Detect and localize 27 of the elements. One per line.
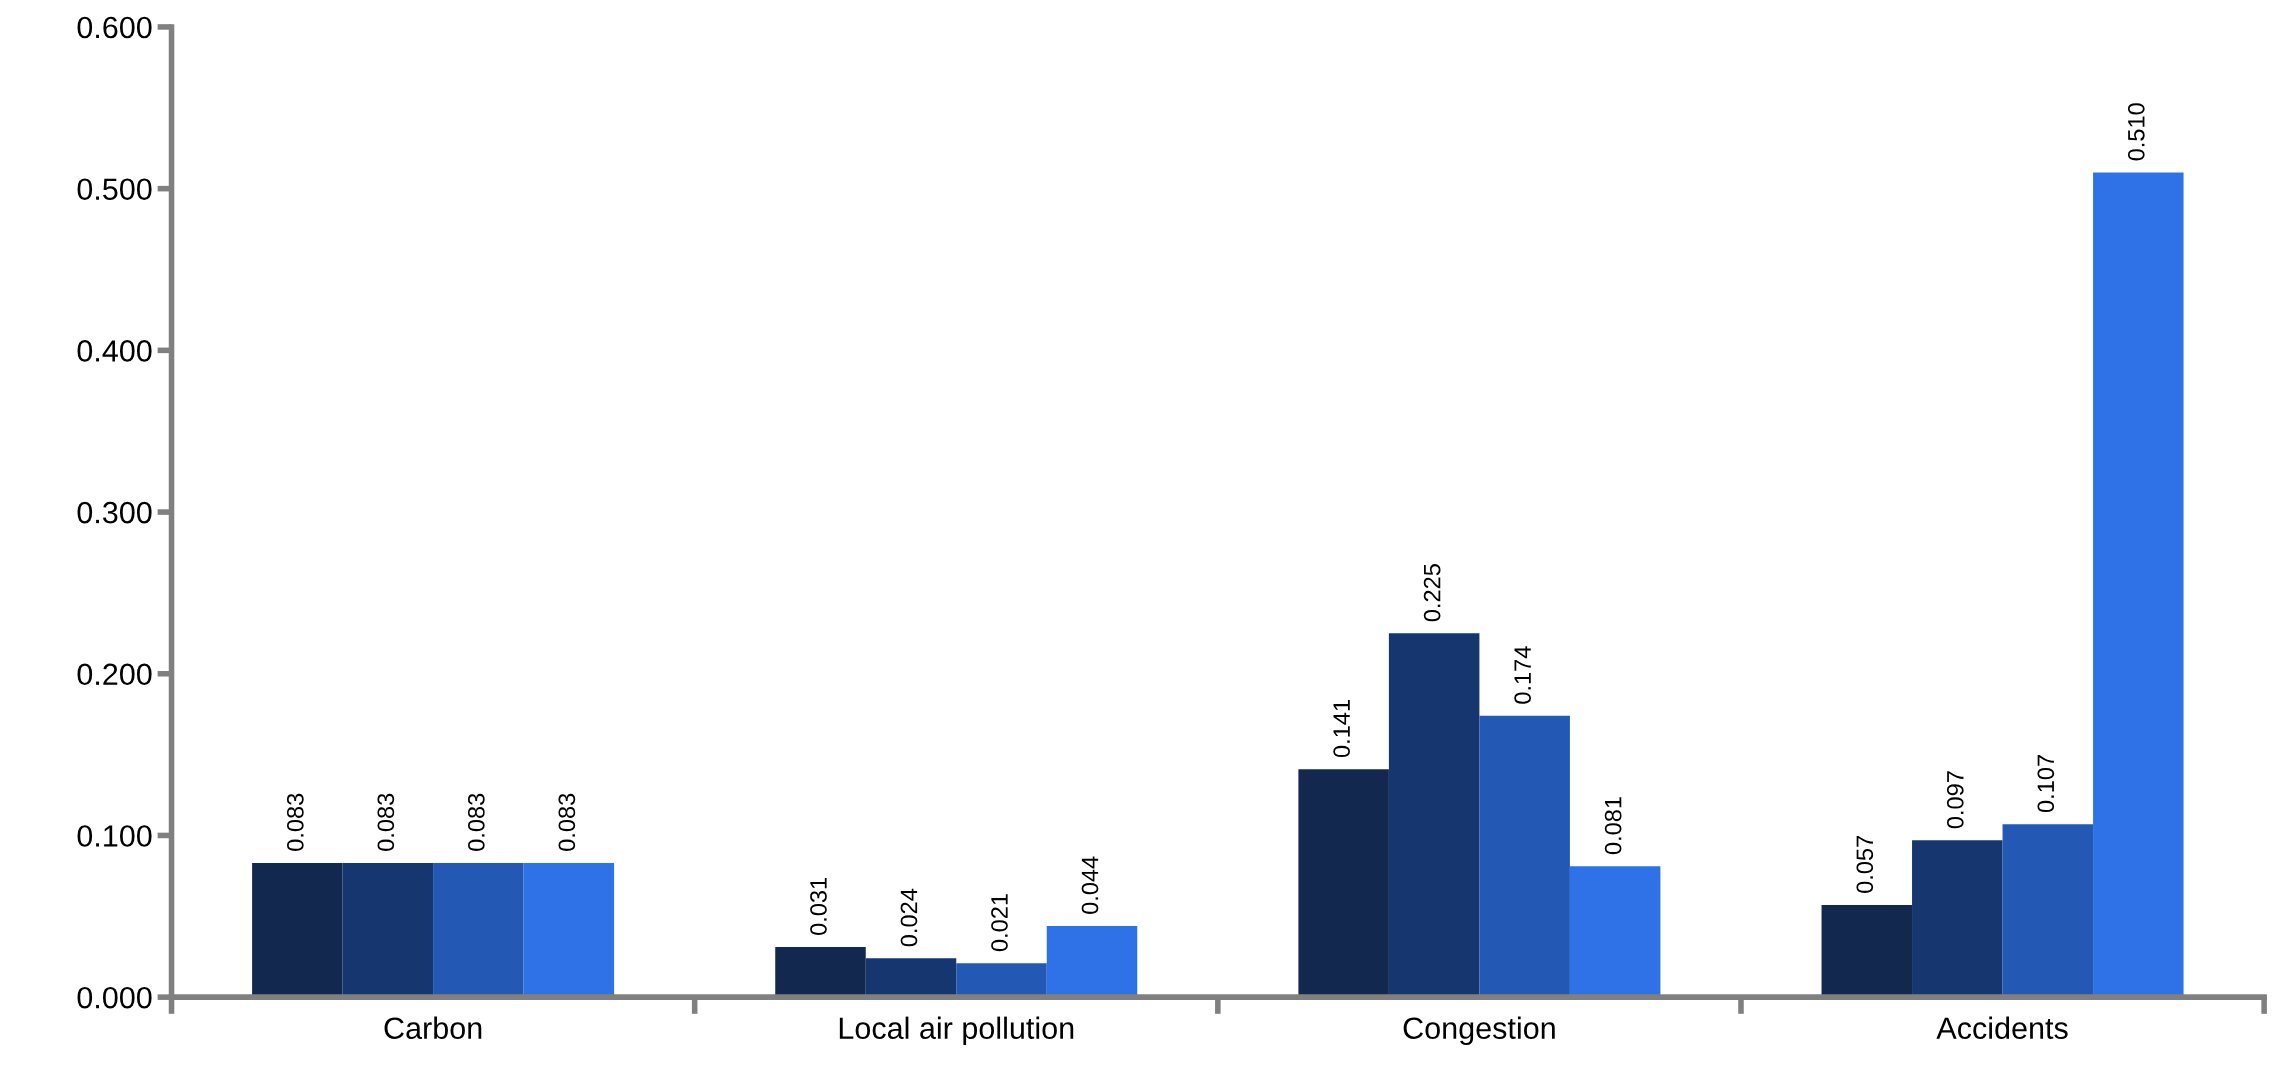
y-tick-label: 0.000 xyxy=(77,986,152,1009)
data-label: 0.083 xyxy=(467,793,485,851)
data-label: 0.097 xyxy=(1946,771,1964,829)
data-label: 0.024 xyxy=(900,888,918,947)
y-tick-label: 0.100 xyxy=(77,825,152,847)
data-label: 0.510 xyxy=(2127,103,2145,161)
data-label: 0.044 xyxy=(1081,856,1099,914)
x-tick-label: Accidents xyxy=(1936,1016,2068,1040)
data-label: 0.057 xyxy=(1856,835,1874,893)
y-tick-label: 0.200 xyxy=(77,663,152,686)
data-label: 0.141 xyxy=(1333,700,1350,758)
data-label: 0.174 xyxy=(1514,646,1531,704)
x-tick-label: Local air pollution xyxy=(839,1016,1074,1046)
data-label: 0.083 xyxy=(377,793,395,851)
x-tick-label: Carbon xyxy=(384,1016,482,1040)
data-label: 0.021 xyxy=(991,894,1008,952)
y-tick-label: 0.500 xyxy=(77,178,152,201)
y-tick-label: 0.600 xyxy=(77,16,152,39)
data-label: 0.225 xyxy=(1423,564,1441,622)
data-label: 0.081 xyxy=(1604,797,1622,855)
y-tick-label: 0.300 xyxy=(77,501,152,524)
data-label: 0.083 xyxy=(558,793,576,851)
data-label: 0.031 xyxy=(810,877,827,935)
data-label: 0.107 xyxy=(2037,755,2055,813)
x-tick-label: Congestion xyxy=(1403,1016,1555,1046)
data-label: 0.083 xyxy=(286,793,304,851)
y-tick-label: 0.400 xyxy=(77,340,152,362)
